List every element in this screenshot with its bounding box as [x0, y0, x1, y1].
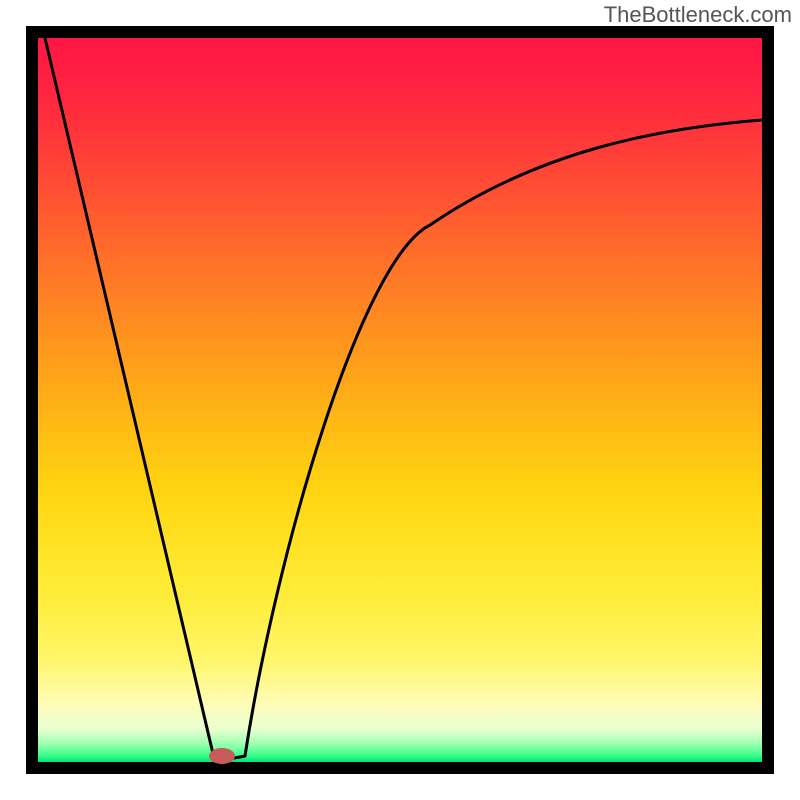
chart-svg: TheBottleneck.com — [0, 0, 800, 800]
chart-root: TheBottleneck.com — [0, 0, 800, 800]
watermark-text: TheBottleneck.com — [604, 2, 792, 27]
minimum-marker — [209, 748, 235, 764]
plot-background — [38, 38, 762, 762]
